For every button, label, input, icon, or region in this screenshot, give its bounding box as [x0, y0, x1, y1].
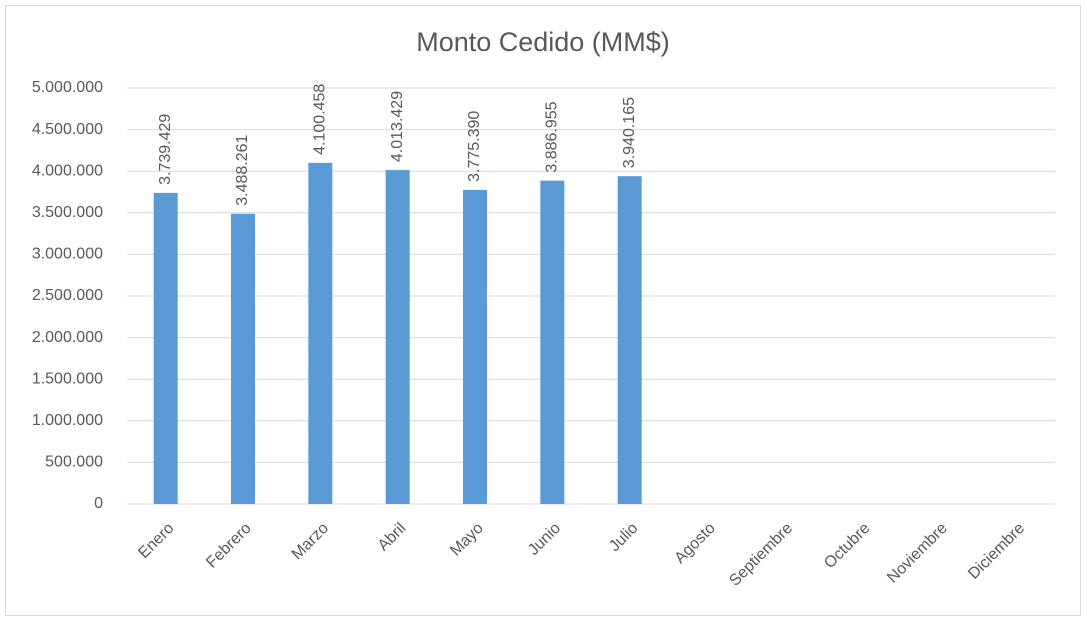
data-label: 4.013.429 — [389, 91, 406, 162]
data-label: 3.488.261 — [234, 134, 251, 205]
bar — [385, 170, 410, 504]
y-tick-label: 1.500.000 — [32, 370, 103, 387]
bar — [540, 180, 565, 504]
bar — [617, 176, 642, 504]
y-tick-label: 0 — [94, 495, 103, 512]
y-tick-label: 2.000.000 — [32, 329, 103, 346]
y-tick-label: 5.000.000 — [32, 79, 103, 96]
y-tick-label: 3.000.000 — [32, 246, 103, 263]
y-tick-label: 500.000 — [45, 454, 103, 471]
data-label: 3.739.429 — [157, 114, 174, 185]
chart-title: Monto Cedido (MM$) — [416, 27, 670, 57]
y-tick-label: 3.500.000 — [32, 204, 103, 221]
bar — [308, 162, 333, 504]
y-tick-label: 2.500.000 — [32, 287, 103, 304]
y-tick-label: 4.000.000 — [32, 162, 103, 179]
data-label: 3.886.955 — [544, 101, 561, 172]
data-label: 4.100.458 — [312, 84, 329, 155]
data-label: 3.940.165 — [621, 97, 638, 168]
bar — [231, 213, 255, 505]
y-tick-label: 4.500.000 — [32, 121, 103, 138]
data-label: 3.775.390 — [466, 111, 483, 182]
y-tick-label: 1.000.000 — [32, 412, 103, 429]
bar — [153, 192, 178, 504]
bar — [463, 189, 487, 504]
